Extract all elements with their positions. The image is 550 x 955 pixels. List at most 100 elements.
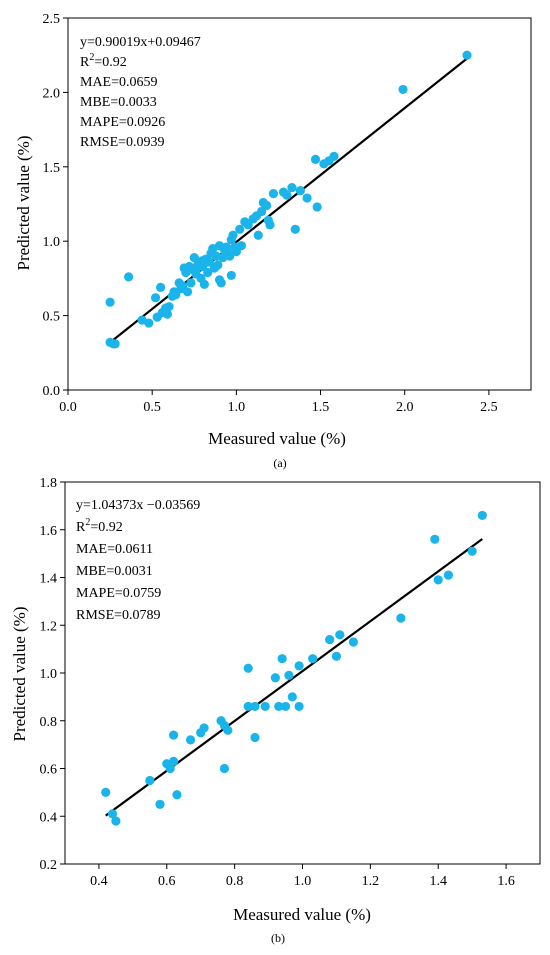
data-point [262, 200, 272, 211]
r2-value: =0.92 [94, 55, 126, 70]
data-point [168, 730, 179, 740]
x-tick-label: 1.2 [362, 874, 380, 889]
annotation-equation: y=0.90019x+0.09467 [80, 35, 201, 50]
data-point [265, 220, 275, 230]
x-tick-label: 0.4 [90, 874, 108, 889]
data-point [111, 816, 121, 826]
data-point [282, 190, 292, 200]
data-point [331, 651, 342, 661]
y-tick-label: 2.0 [43, 86, 61, 101]
data-point [325, 634, 335, 645]
data-point [107, 809, 118, 819]
annotation-mae: MAE=0.0659 [80, 75, 158, 90]
x-tick-label: 1.6 [497, 874, 515, 889]
data-point [302, 193, 312, 203]
data-point [199, 723, 209, 733]
y-tick-label: 2.5 [43, 12, 61, 27]
r2-superscript: 2 [85, 517, 90, 528]
annotation-block-b: y=1.04373x −0.03569 R2=0.92 MAE=0.0611 M… [76, 498, 200, 623]
fit-line-a [109, 57, 468, 344]
x-tick-label: 0.5 [143, 400, 161, 415]
y-tick-label: 1.0 [40, 667, 58, 682]
data-point [348, 637, 358, 647]
y-tick-label: 1.5 [43, 161, 61, 176]
y-tick-label: 0.4 [40, 810, 58, 825]
data-point [101, 787, 111, 797]
x-tick-label: 1.0 [228, 400, 246, 415]
x-tick-label: 0.8 [226, 874, 244, 889]
y-tick-label: 1.8 [40, 476, 58, 491]
x-tick-label: 1.0 [294, 874, 312, 889]
data-point [191, 266, 201, 276]
data-point [294, 701, 304, 712]
annotation-rmse: RMSE=0.0939 [80, 135, 165, 150]
data-point [243, 663, 253, 673]
data-point [156, 282, 166, 292]
axes-frame-a: 0.0 0.5 1.0 1.5 2.0 2.5 0.0 0.5 1.0 1.5 2.0 2.5 [43, 12, 532, 415]
data-point [162, 309, 172, 319]
data-point [145, 775, 155, 786]
r2-prefix: R [80, 55, 90, 70]
annotation-rmse: RMSE=0.0789 [76, 608, 161, 623]
figure-caption-b: (b) [271, 931, 285, 945]
y-tick-label: 0.5 [43, 310, 61, 325]
y-tick-label: 1.4 [40, 572, 58, 587]
data-point [253, 230, 263, 240]
figure-caption-a: (a) [273, 456, 286, 470]
data-point [236, 241, 247, 251]
data-point [165, 763, 175, 774]
data-point [268, 188, 279, 199]
annotation-mae: MAE=0.0611 [76, 542, 153, 557]
chart-panel-a: 0.0 0.5 1.0 1.5 2.0 2.5 0.0 0.5 1.0 1.5 2.0 2.5 y=0… [14, 12, 532, 470]
y-tick-label: 1.6 [40, 524, 58, 539]
data-point [290, 224, 300, 234]
data-point [214, 275, 225, 285]
data-point [312, 202, 322, 212]
data-point [277, 654, 287, 664]
data-point [477, 510, 487, 521]
data-point [219, 763, 230, 774]
annotation-mape: MAPE=0.0926 [80, 115, 165, 130]
annotation-r2: R2=0.92 [80, 52, 127, 70]
data-point [182, 287, 193, 297]
data-point [235, 224, 245, 234]
annotation-block-a: y=0.90019x+0.09467 R2=0.92 MAE=0.0659 MB… [80, 35, 201, 150]
scatter-points-a [105, 50, 472, 349]
data-point [280, 701, 291, 712]
scatter-points-b [101, 510, 487, 826]
data-point [250, 701, 260, 712]
data-point [164, 302, 174, 312]
y-axis-label: Predicted value (%) [14, 136, 33, 271]
plot-frame [64, 481, 541, 865]
data-point [295, 186, 305, 196]
y-tick-label: 0.0 [43, 384, 61, 399]
y-tick-label: 1.2 [40, 619, 58, 634]
regression-line [109, 57, 468, 344]
axes-frame-b: 0.4 0.6 0.8 1.0 1.2 1.4 1.6 0.2 0.4 0.6 0.8 1.0 1.2 1… [40, 476, 541, 889]
data-point [462, 50, 472, 60]
data-point [150, 293, 161, 303]
data-point [203, 267, 213, 278]
r2-superscript: 2 [89, 52, 94, 63]
x-tick-label: 1.4 [429, 874, 447, 889]
y-tick-label: 0.8 [40, 715, 58, 730]
data-point [260, 701, 270, 712]
r2-prefix: R [76, 520, 86, 535]
data-point [105, 297, 115, 307]
data-point [284, 670, 294, 680]
data-point [430, 534, 440, 544]
data-point [250, 732, 260, 743]
data-point [308, 654, 318, 664]
data-point [270, 673, 280, 683]
data-point [168, 756, 179, 766]
y-tick-label: 1.0 [43, 235, 61, 250]
data-point [335, 630, 345, 640]
data-point [155, 799, 165, 809]
data-point [124, 272, 134, 282]
x-axis-label: Measured value (%) [208, 429, 346, 448]
annotation-r2: R2=0.92 [76, 517, 123, 535]
data-point [144, 318, 154, 328]
data-point [199, 279, 209, 289]
data-point [198, 255, 208, 266]
